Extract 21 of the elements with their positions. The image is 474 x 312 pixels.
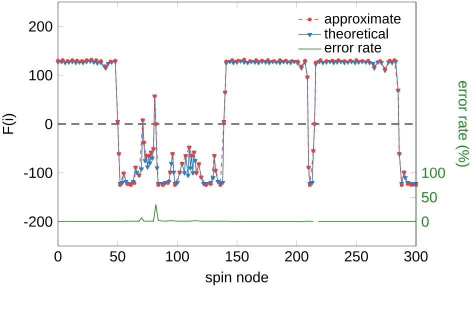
y-axis-title: F(i) bbox=[2, 114, 16, 134]
y2-tick-label: 0 bbox=[422, 216, 429, 227]
x-tick-label: 200 bbox=[285, 251, 308, 262]
y-tick-label: 100 bbox=[29, 70, 52, 80]
legend-label: approximate bbox=[324, 13, 401, 26]
legend-label: error rate bbox=[324, 43, 382, 53]
y2-tick-label: 50 bbox=[422, 192, 437, 202]
y-tick-label: 0 bbox=[45, 118, 52, 130]
y2-axis-title: error rate (%) bbox=[456, 81, 470, 167]
x-axis-title: spin node bbox=[206, 272, 268, 286]
x-tick-label: 50 bbox=[110, 251, 126, 262]
x-tick-label: 150 bbox=[226, 251, 249, 262]
y-tick-label: -200 bbox=[24, 216, 52, 227]
y-tick-label: -100 bbox=[24, 168, 52, 178]
x-tick-label: 0 bbox=[54, 251, 62, 262]
x-tick-label: 250 bbox=[344, 251, 368, 262]
y2-tick-label: 100 bbox=[422, 168, 446, 178]
x-tick-label: 100 bbox=[166, 251, 189, 262]
x-tick-label: 300 bbox=[404, 251, 428, 262]
legend-label: theoretical bbox=[324, 28, 388, 39]
y-tick-label: 200 bbox=[29, 21, 52, 32]
